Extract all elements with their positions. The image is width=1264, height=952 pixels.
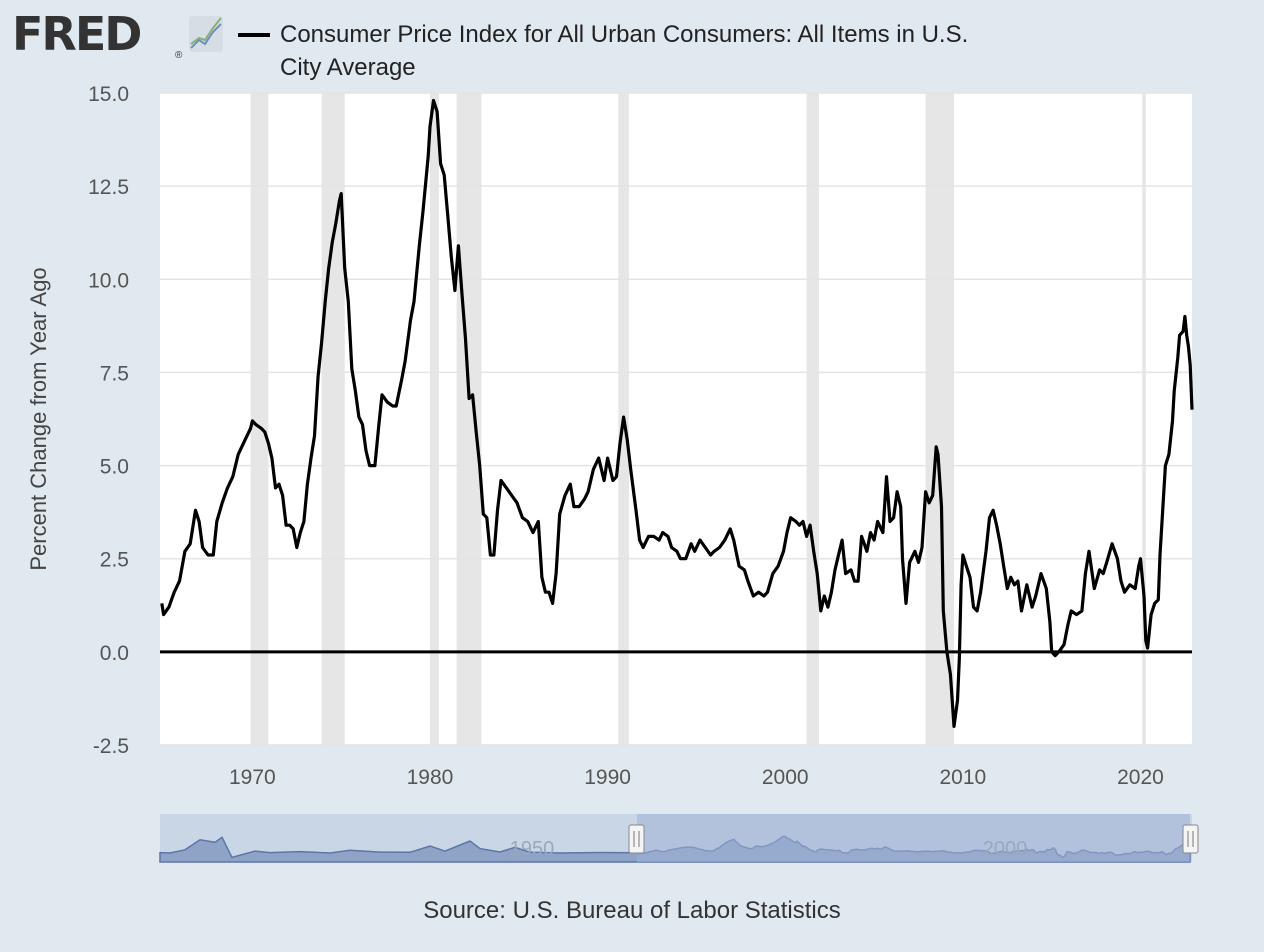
x-tick-label: 2000 — [762, 766, 809, 789]
fred-chart-icon-line-2 — [190, 17, 222, 45]
source-note: Source: U.S. Bureau of Labor Statistics — [423, 897, 841, 924]
y-tick-label: 2.5 — [100, 549, 129, 572]
navigator-left-handle[interactable] — [628, 824, 645, 854]
y-tick-label: 0.0 — [100, 642, 129, 665]
legend-swatch — [238, 33, 270, 37]
recession-band — [1142, 93, 1146, 745]
recession-band — [456, 93, 482, 745]
x-tick-label: 1970 — [229, 766, 276, 789]
y-tick-label: 15.0 — [88, 83, 129, 106]
navigator-label: 1950 — [510, 838, 555, 860]
x-tick-label: 2020 — [1117, 766, 1164, 789]
navigator[interactable]: 1950 2000 — [159, 814, 1199, 863]
y-tick-label: 5.0 — [100, 456, 129, 479]
recession-band — [321, 93, 345, 745]
recession-band — [806, 93, 819, 745]
y-axis-label: Percent Change from Year Ago — [26, 267, 51, 570]
y-tick-label: -2.5 — [93, 735, 129, 758]
navigator-right-handle[interactable] — [1182, 824, 1199, 854]
recession-band — [250, 93, 269, 745]
x-tick-label: 1980 — [407, 766, 454, 789]
y-tick-label: 12.5 — [88, 176, 129, 199]
navigator-selection[interactable] — [637, 814, 1190, 862]
fred-chart-icon-line-1 — [190, 23, 222, 49]
y-axis: -2.5 0.0 2.5 5.0 7.5 10.0 12.5 15.0 — [88, 83, 129, 758]
series-line-cpi — [160, 98, 1194, 728]
navigator-label: 2000 — [983, 838, 1028, 860]
fred-chart-icon: ® — [175, 16, 223, 58]
registered-mark: ® — [175, 50, 183, 58]
y-tick-label: 7.5 — [100, 362, 129, 385]
x-tick-label: 2010 — [940, 766, 987, 789]
recession-band — [429, 93, 439, 745]
x-axis: 1970 1980 1990 2000 2010 2020 — [229, 766, 1164, 789]
recession-band — [925, 93, 954, 745]
fred-logo-text: FRED — [12, 7, 142, 61]
legend-label: Consumer Price Index for All Urban Consu… — [280, 21, 969, 81]
x-tick-label: 1990 — [584, 766, 631, 789]
y-tick-label: 10.0 — [88, 269, 129, 292]
fred-logo: FRED ® — [12, 7, 223, 61]
